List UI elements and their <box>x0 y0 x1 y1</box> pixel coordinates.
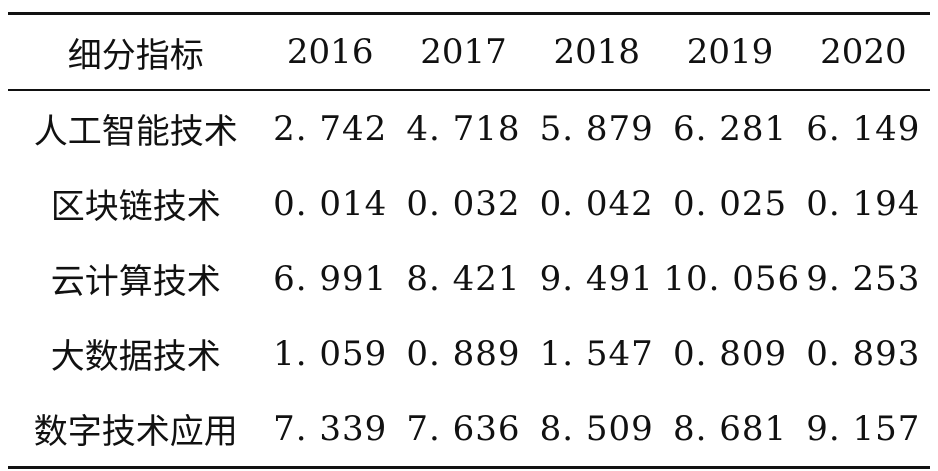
table-cell: 6. 149 <box>806 108 921 149</box>
data-table: 细分指标 2016 2017 2018 2019 2020 人工智能技术 2. … <box>8 12 930 469</box>
table-cell: 0. 893 <box>806 333 921 374</box>
data-table-container: 细分指标 2016 2017 2018 2019 2020 人工智能技术 2. … <box>8 12 930 469</box>
table-cell: 9. 253 <box>806 258 921 299</box>
table-cell: 0. 014 <box>273 183 388 224</box>
table-cell: 5. 879 <box>539 108 654 149</box>
header-year-2020: 2020 <box>820 32 907 72</box>
row-label: 云计算技术 <box>50 262 221 302</box>
table-cell: 0. 032 <box>406 183 521 224</box>
table-row: 大数据技术 1. 059 0. 889 1. 547 0. 809 0. 893 <box>8 316 930 391</box>
row-label: 数字技术应用 <box>33 412 238 452</box>
table-cell: 6. 991 <box>273 258 388 299</box>
table-cell: 8. 421 <box>406 258 521 299</box>
table-cell: 1. 059 <box>273 333 388 374</box>
table-cell: 10. 056 <box>663 258 801 299</box>
header-year-2018: 2018 <box>553 32 641 72</box>
row-label: 区块链技术 <box>50 187 221 227</box>
table-cell: 7. 339 <box>273 408 388 449</box>
table-cell: 4. 718 <box>406 108 521 149</box>
table-cell: 0. 889 <box>406 333 521 374</box>
table-cell: 2. 742 <box>273 108 388 149</box>
header-indicator: 细分指标 <box>67 35 204 76</box>
table-row: 数字技术应用 7. 339 7. 636 8. 509 8. 681 9. 15… <box>8 391 930 468</box>
table-cell: 6. 281 <box>672 108 788 149</box>
table-cell: 7. 636 <box>406 408 521 449</box>
table-cell: 1. 547 <box>539 333 654 374</box>
table-row: 区块链技术 0. 014 0. 032 0. 042 0. 025 0. 194 <box>8 166 930 241</box>
table-cell: 8. 681 <box>672 408 788 449</box>
table-cell: 0. 025 <box>672 183 788 224</box>
header-year-2016: 2016 <box>286 32 374 72</box>
table-cell: 9. 157 <box>806 408 921 449</box>
row-label: 人工智能技术 <box>33 112 238 152</box>
table-cell: 9. 491 <box>539 258 654 299</box>
header-row: 细分指标 2016 2017 2018 2019 2020 <box>8 13 930 90</box>
table-cell: 0. 194 <box>806 183 921 224</box>
header-year-2017: 2017 <box>420 32 507 72</box>
table-cell: 0. 809 <box>672 333 788 374</box>
table-cell: 8. 509 <box>539 408 654 449</box>
table-row: 云计算技术 6. 991 8. 421 9. 491 10. 056 9. 25… <box>8 241 930 316</box>
row-label: 大数据技术 <box>50 337 221 377</box>
header-year-2019: 2019 <box>686 32 774 72</box>
table-row: 人工智能技术 2. 742 4. 718 5. 879 6. 281 6. 14… <box>8 90 930 166</box>
table-cell: 0. 042 <box>539 183 654 224</box>
